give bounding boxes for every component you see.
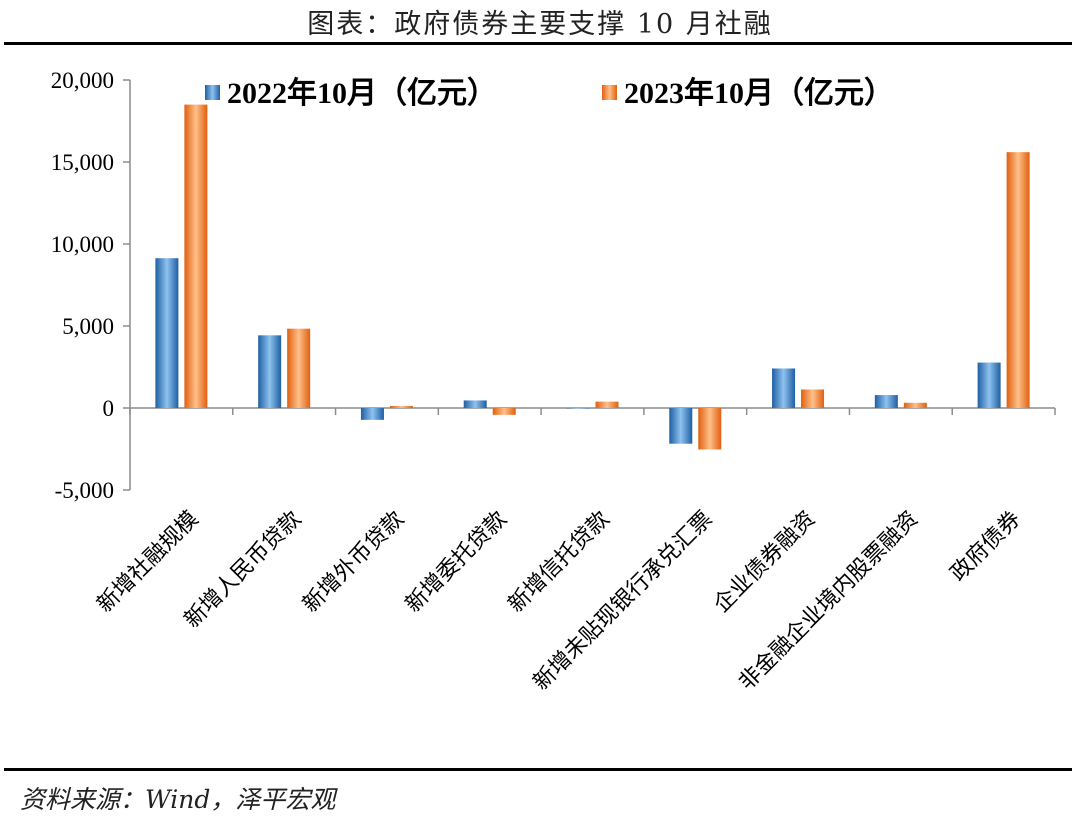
bar <box>492 408 516 415</box>
y-tick-label: 5,000 <box>62 314 114 339</box>
bar <box>287 328 311 408</box>
x-category-label: 新增委托贷款 <box>401 507 512 618</box>
legend-label: 2023年10月（亿元） <box>624 76 894 110</box>
title-rule <box>4 42 1072 45</box>
x-category-label: 新增未贴现银行承兑汇票 <box>529 507 718 696</box>
bar <box>698 408 722 450</box>
bar <box>360 408 384 420</box>
legend-swatch <box>602 85 617 100</box>
bar <box>184 104 208 408</box>
bar <box>977 362 1001 408</box>
y-tick-label: -5,000 <box>55 478 114 503</box>
legend-label: 2022年10月（亿元） <box>227 76 497 110</box>
bar <box>258 335 282 408</box>
x-category-label: 新增社融规模 <box>93 507 204 618</box>
y-tick-label: 15,000 <box>51 150 114 175</box>
figure-title: 图表：政府债券主要支撑 10 月社融 <box>307 9 773 40</box>
bar <box>155 258 179 408</box>
bar <box>772 368 796 408</box>
y-tick-label: 10,000 <box>51 232 114 257</box>
bar <box>903 402 927 408</box>
x-category-label: 新增外币贷款 <box>298 507 409 618</box>
y-tick-label: 0 <box>103 396 115 421</box>
bar <box>874 395 898 408</box>
x-category-label: 新增信托贷款 <box>504 507 615 618</box>
bar <box>389 405 413 408</box>
bar <box>566 408 590 409</box>
x-category-label: 非金融企业境内股票融资 <box>734 507 923 696</box>
bar <box>595 401 619 408</box>
legend-swatch <box>205 85 220 100</box>
bar <box>801 389 825 408</box>
legend: 2022年10月（亿元） 2023年10月（亿元） <box>205 76 894 110</box>
bars <box>155 104 1030 450</box>
bar <box>669 408 693 444</box>
source-note: 资料来源：Wind，泽平宏观 <box>20 785 336 814</box>
x-category-label: 政府债券 <box>946 507 1026 587</box>
bar <box>1006 152 1030 408</box>
y-tick-label: 20,000 <box>51 68 114 93</box>
bar-chart: -5,00005,00010,00015,00020,000新增社融规模新增人民… <box>51 68 1056 696</box>
x-category-label: 企业债券融资 <box>709 507 820 618</box>
footer-rule <box>4 768 1072 771</box>
bar <box>463 400 487 408</box>
